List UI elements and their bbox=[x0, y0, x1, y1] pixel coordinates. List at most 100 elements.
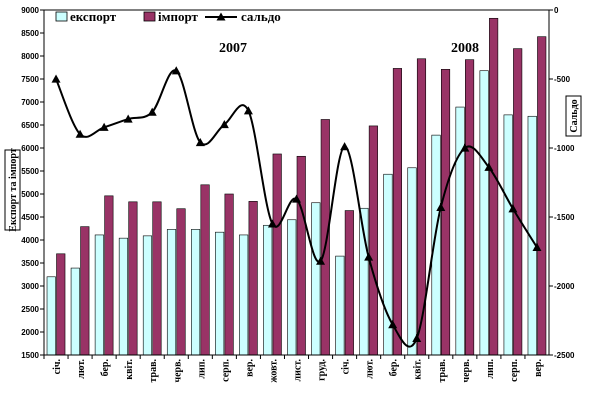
category-label: груд. bbox=[317, 359, 328, 381]
bar-імпорт-9 bbox=[272, 153, 282, 356]
right-tick-label: -2000 bbox=[554, 282, 575, 291]
balance-point-17 bbox=[460, 143, 470, 152]
bar-імпорт-12 bbox=[344, 210, 354, 356]
left-tick-label: 5500 bbox=[21, 167, 39, 176]
right-axis-title-text: Сальдо bbox=[569, 99, 580, 132]
right-tick-label: -1000 bbox=[554, 144, 575, 153]
bar-експорт-3 bbox=[118, 237, 128, 356]
legend: експорт імпорт сальдо bbox=[55, 9, 281, 24]
balance-point-1 bbox=[75, 129, 85, 138]
left-tick-label: 3000 bbox=[21, 282, 39, 291]
left-tick-label: 6000 bbox=[21, 144, 39, 153]
bar-експорт-9 bbox=[263, 224, 273, 356]
bars-layer bbox=[46, 17, 547, 356]
bar-експорт-10 bbox=[287, 219, 297, 356]
bar-імпорт-7 bbox=[224, 193, 234, 356]
category-label: серп. bbox=[220, 359, 231, 382]
category-label: черв. bbox=[172, 359, 183, 383]
bar-імпорт-5 bbox=[176, 208, 186, 356]
balance-point-7 bbox=[219, 120, 229, 129]
balance-point-11 bbox=[316, 256, 326, 265]
bar-імпорт-14 bbox=[392, 68, 402, 356]
balance-point-19 bbox=[508, 204, 518, 213]
bar-імпорт-16 bbox=[440, 69, 451, 356]
category-label: трав. bbox=[437, 359, 448, 383]
legend-label-export: експорт bbox=[70, 9, 117, 24]
bar-експорт-2 bbox=[94, 234, 104, 356]
left-tick-label: 7000 bbox=[21, 98, 39, 107]
bar-експорт-8 bbox=[239, 234, 249, 356]
bar-експорт-1 bbox=[70, 267, 80, 356]
category-label: січ. bbox=[341, 359, 352, 375]
bar-імпорт-19 bbox=[513, 48, 523, 356]
left-tick-label: 4500 bbox=[21, 213, 39, 222]
bar-імпорт-15 bbox=[416, 58, 427, 356]
bar-експорт-11 bbox=[311, 202, 321, 356]
category-label: січ. bbox=[52, 359, 63, 375]
right-tick-label: 0 bbox=[554, 6, 559, 15]
balance-point-0 bbox=[51, 74, 61, 83]
left-tick-label: 9000 bbox=[21, 6, 39, 15]
category-label: жовт. bbox=[268, 359, 279, 383]
category-label: трав. bbox=[148, 359, 159, 383]
bar-експорт-4 bbox=[142, 235, 153, 356]
legend-swatch-export bbox=[55, 11, 68, 22]
left-axis-title-text: Експорт та імпорт bbox=[8, 148, 19, 232]
legend-label-balance: сальдо bbox=[241, 9, 281, 24]
left-tick-label: 6500 bbox=[21, 121, 39, 130]
balance-point-15 bbox=[412, 333, 422, 343]
category-label: лист. bbox=[293, 359, 304, 382]
balance-point-20 bbox=[532, 242, 542, 251]
balance-point-14 bbox=[388, 320, 398, 329]
left-tick-label: 5000 bbox=[21, 190, 39, 199]
balance-point-9 bbox=[267, 219, 277, 228]
right-tick-label: -1500 bbox=[554, 213, 575, 222]
bar-імпорт-20 bbox=[537, 36, 547, 356]
category-label: бер. bbox=[389, 359, 400, 377]
balance-point-10 bbox=[292, 194, 301, 203]
bar-експорт-5 bbox=[166, 229, 177, 356]
left-tick-label: 8000 bbox=[21, 52, 39, 61]
left-tick-label: 8500 bbox=[21, 29, 39, 38]
legend-label-import: імпорт bbox=[158, 9, 199, 24]
bar-імпорт-18 bbox=[489, 17, 499, 356]
category-label: вер. bbox=[533, 359, 544, 377]
balance-point-16 bbox=[436, 202, 446, 211]
bar-експорт-15 bbox=[407, 167, 417, 356]
left-tick-label: 2500 bbox=[21, 305, 39, 314]
legend-marker-balance bbox=[216, 12, 226, 21]
category-label: черв. bbox=[461, 359, 472, 383]
bar-експорт-7 bbox=[215, 231, 225, 356]
bar-імпорт-6 bbox=[200, 184, 210, 356]
bar-експорт-18 bbox=[479, 70, 489, 356]
left-tick-label: 4000 bbox=[21, 236, 39, 245]
balance-point-8 bbox=[243, 106, 253, 115]
category-label: лют. bbox=[76, 359, 87, 379]
bar-імпорт-1 bbox=[80, 226, 90, 356]
category-label: лип. bbox=[196, 359, 207, 379]
right-tick-label: -500 bbox=[554, 75, 571, 84]
annotation-2008: 2008 bbox=[451, 41, 479, 56]
bar-експорт-19 bbox=[503, 114, 513, 356]
balance-point-12 bbox=[340, 142, 350, 151]
legend-swatch-import bbox=[143, 11, 156, 22]
bar-експорт-12 bbox=[335, 255, 345, 356]
balance-point-18 bbox=[484, 162, 494, 171]
balance-line bbox=[55, 69, 538, 348]
bar-імпорт-4 bbox=[152, 201, 162, 356]
bar-експорт-6 bbox=[191, 229, 201, 356]
right-tick-label: -2500 bbox=[554, 351, 575, 360]
category-label: лют. bbox=[365, 359, 376, 379]
left-axis-title: Експорт та імпорт bbox=[4, 148, 21, 232]
balance-point-13 bbox=[364, 252, 374, 261]
bar-імпорт-10 bbox=[296, 155, 306, 356]
bar-імпорт-17 bbox=[465, 59, 475, 356]
left-tick-label: 2000 bbox=[21, 328, 39, 337]
bar-експорт-17 bbox=[455, 106, 465, 356]
axes-layer: 1500 2000 2500 3000 3500 4000 4500 5000 5500 6000… bbox=[4, 6, 582, 383]
category-label: лип. bbox=[485, 359, 496, 379]
balance-point-6 bbox=[195, 137, 205, 147]
category-label: бер. bbox=[100, 359, 111, 377]
category-label: серп. bbox=[509, 359, 520, 382]
category-label: вер. bbox=[244, 359, 255, 377]
